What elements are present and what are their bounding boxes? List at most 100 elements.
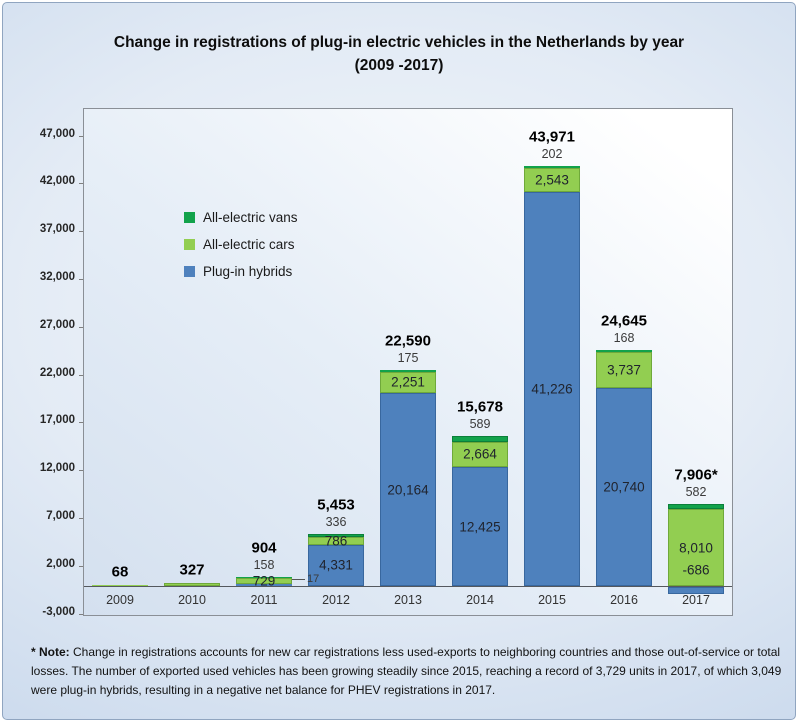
x-axis-label-2011: 2011 [250, 593, 278, 607]
x-axis-label-2016: 2016 [610, 593, 638, 607]
bar-2017-vans [668, 503, 724, 510]
bar-2010-cars [164, 582, 220, 586]
total-label-2017: 7,906* [674, 466, 718, 484]
total-label-2014: 15,678 [457, 398, 503, 416]
y-axis-tick-label-37000: 37,000 [39, 223, 75, 236]
legend-label-cars: All-electric cars [203, 237, 295, 252]
value-label-2017-hybrids: -686 [682, 562, 710, 578]
bar-2016-cars [596, 351, 652, 388]
total-label-2010: 327 [179, 561, 205, 579]
bar-2014-cars [452, 441, 508, 468]
bar-2016-vans [596, 350, 652, 352]
y-axis-tick-label--3000: -3,000 [42, 605, 75, 618]
total-label-2016: 24,645 [601, 312, 647, 330]
y-axis-tick-label-32000: 32,000 [39, 271, 75, 284]
total-label-2013: 22,590 [385, 332, 431, 350]
value-label-2016-top: 168 [613, 331, 635, 346]
legend-swatch-cars-icon [184, 239, 195, 250]
legend: All-electric vans All-electric cars Plug… [184, 204, 298, 285]
bar-2017-cars [668, 509, 724, 586]
x-axis-label-2012: 2012 [322, 593, 350, 607]
value-label-2013-cars: 2,251 [391, 374, 425, 390]
value-label-2014-hybrids: 12,425 [459, 519, 501, 535]
legend-item-plug-in-hybrids: Plug-in hybrids [184, 258, 298, 285]
bar-2016-hybrids [596, 387, 652, 586]
bar-2015-cars [524, 167, 580, 192]
total-label-2011: 904 [251, 539, 277, 557]
y-axis-tick-mark [79, 374, 83, 376]
y-axis-tick-mark [79, 326, 83, 328]
bar-2014-hybrids [452, 467, 508, 586]
value-label-2012-cars: 786 [324, 533, 348, 549]
bar-2013-hybrids [380, 393, 436, 586]
value-label-2011-cars: 729 [252, 573, 276, 589]
total-label-2009: 68 [111, 563, 129, 581]
bar-2012-hybrids [308, 544, 364, 586]
y-axis-tick-label-7000: 7,000 [46, 510, 75, 523]
bar-2015-vans [524, 165, 580, 168]
y-axis-tick-mark [79, 470, 83, 472]
y-axis-tick-label-2000: 2,000 [46, 557, 75, 570]
value-label-2017-top: 582 [685, 484, 707, 499]
x-axis-line [84, 586, 732, 587]
bar-2011-cars [236, 577, 292, 585]
value-label-2012-top: 336 [325, 514, 347, 529]
y-axis-tick-mark [79, 518, 83, 520]
legend-item-all-electric-cars: All-electric cars [184, 231, 298, 258]
bar-2012-vans [308, 533, 364, 538]
x-axis-label-2017: 2017 [682, 593, 710, 607]
legend-swatch-hybrids-icon [184, 266, 195, 277]
y-axis-tick-label-22000: 22,000 [39, 366, 75, 379]
y-axis-tick-label-12000: 12,000 [39, 462, 75, 475]
chart-title-line2: (2009 -2017) [354, 57, 444, 74]
x-axis-label-2009: 2009 [106, 593, 134, 607]
bar-2013-vans [380, 370, 436, 372]
y-axis-tick-mark [79, 279, 83, 281]
plot-area: All-electric vans All-electric cars Plug… [83, 108, 733, 616]
value-label-2015-cars: 2,543 [535, 172, 569, 188]
y-axis-tick-label-42000: 42,000 [39, 175, 75, 188]
total-label-2015: 43,971 [529, 128, 575, 146]
value-label-2015-hybrids: 41,226 [531, 381, 573, 397]
y-axis-tick-label-27000: 27,000 [39, 318, 75, 331]
value-label-2011-side: 17 [307, 572, 320, 585]
chart-title-line1: Change in registrations of plug-in elect… [113, 34, 685, 51]
legend-item-all-electric-vans: All-electric vans [184, 204, 298, 231]
y-axis-tick-mark [79, 422, 83, 424]
x-axis-label-2010: 2010 [178, 593, 206, 607]
total-label-2012: 5,453 [317, 496, 355, 514]
value-label-2012-hybrids: 4,331 [319, 557, 353, 573]
value-label-2017-cars: 8,010 [679, 540, 713, 556]
value-label-2015-top: 202 [541, 146, 563, 161]
bar-2017-hybrids [668, 587, 724, 594]
bar-2012-cars [308, 537, 364, 545]
footnote-label: * Note: [31, 645, 70, 659]
value-label-2016-hybrids: 20,740 [603, 479, 645, 495]
value-label-2016-cars: 3,737 [607, 362, 641, 378]
y-axis-tick-label-17000: 17,000 [39, 414, 75, 427]
y-axis-tick-mark [79, 231, 83, 233]
chart-title: Change in registrations of plug-in elect… [3, 31, 795, 77]
y-axis-tick-mark [79, 183, 83, 185]
y-axis-tick-label-47000: 47,000 [39, 127, 75, 140]
value-label-2014-cars: 2,664 [463, 446, 497, 462]
bar-2013-cars [380, 371, 436, 394]
y-axis-tick-mark [79, 565, 83, 567]
y-axis-tick-mark [79, 613, 83, 615]
bar-2009-cars [92, 585, 148, 586]
legend-swatch-vans-icon [184, 212, 195, 223]
value-label-2013-top: 175 [397, 351, 419, 366]
value-label-2013-hybrids: 20,164 [387, 482, 429, 498]
bar-2014-vans [452, 436, 508, 442]
leader-line-2011 [292, 578, 305, 580]
legend-label-hybrids: Plug-in hybrids [203, 264, 293, 279]
x-axis-label-2015: 2015 [538, 593, 566, 607]
bar-2015-hybrids [524, 191, 580, 586]
footnote: * Note: Change in registrations accounts… [31, 643, 783, 700]
x-axis-label-2014: 2014 [466, 593, 494, 607]
x-axis-label-2013: 2013 [394, 593, 422, 607]
legend-label-vans: All-electric vans [203, 210, 298, 225]
value-label-2014-top: 589 [469, 417, 491, 432]
value-label-2011-top: 158 [253, 557, 275, 572]
